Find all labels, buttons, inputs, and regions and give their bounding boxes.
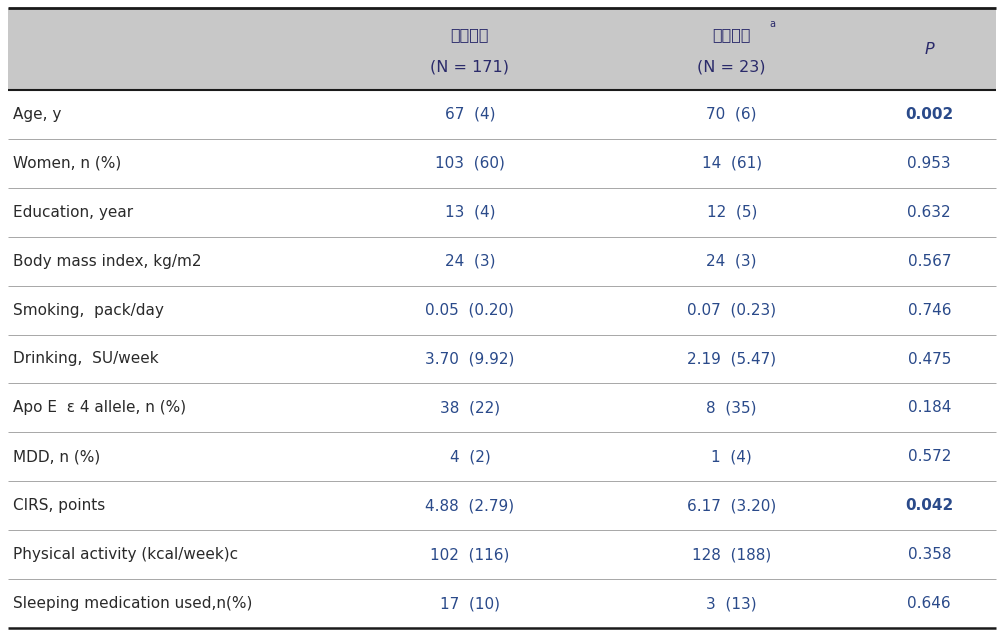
- Text: 24  (3): 24 (3): [706, 254, 756, 268]
- Text: Smoking,  pack/day: Smoking, pack/day: [13, 303, 163, 317]
- Text: 38  (22): 38 (22): [439, 401, 499, 415]
- Text: 4  (2): 4 (2): [449, 449, 489, 464]
- Text: 인지장애: 인지장애: [712, 27, 750, 42]
- Text: MDD, n (%): MDD, n (%): [13, 449, 100, 464]
- Bar: [8, 237, 995, 286]
- Text: 103  (60): 103 (60): [434, 156, 505, 171]
- Bar: [8, 90, 995, 139]
- Text: 17  (10): 17 (10): [439, 596, 499, 611]
- Text: a: a: [769, 19, 775, 29]
- Bar: [8, 335, 995, 384]
- Bar: [8, 8, 995, 90]
- Text: 12  (5): 12 (5): [706, 205, 756, 220]
- Text: 102  (116): 102 (116): [429, 547, 510, 562]
- Text: 인지정상: 인지정상: [450, 27, 488, 42]
- Text: (N = 23): (N = 23): [697, 60, 765, 74]
- Text: 0.572: 0.572: [907, 449, 950, 464]
- Text: 3  (13): 3 (13): [706, 596, 756, 611]
- Text: Body mass index, kg/m2: Body mass index, kg/m2: [13, 254, 202, 268]
- Text: 6.17  (3.20): 6.17 (3.20): [686, 498, 775, 513]
- Text: Education, year: Education, year: [13, 205, 133, 220]
- Text: 8  (35): 8 (35): [706, 401, 756, 415]
- Bar: [8, 139, 995, 188]
- Bar: [8, 530, 995, 579]
- Text: 2.19  (5.47): 2.19 (5.47): [686, 352, 775, 366]
- Bar: [8, 286, 995, 335]
- Text: 0.184: 0.184: [907, 401, 950, 415]
- Text: 14  (61): 14 (61): [701, 156, 761, 171]
- Text: 0.002: 0.002: [905, 107, 953, 122]
- Bar: [8, 579, 995, 628]
- Text: 0.567: 0.567: [907, 254, 950, 268]
- Text: 3.70  (9.92): 3.70 (9.92): [425, 352, 515, 366]
- Text: CIRS, points: CIRS, points: [13, 498, 105, 513]
- Text: 0.358: 0.358: [907, 547, 950, 562]
- Text: 0.07  (0.23): 0.07 (0.23): [686, 303, 775, 317]
- Text: Sleeping medication used,n(%): Sleeping medication used,n(%): [13, 596, 252, 611]
- Text: 4.88  (2.79): 4.88 (2.79): [425, 498, 514, 513]
- Text: Women, n (%): Women, n (%): [13, 156, 121, 171]
- Text: 70  (6): 70 (6): [706, 107, 756, 122]
- Text: Age, y: Age, y: [13, 107, 61, 122]
- Bar: [8, 384, 995, 432]
- Text: Physical activity (kcal/week)c: Physical activity (kcal/week)c: [13, 547, 238, 562]
- Text: 67  (4): 67 (4): [444, 107, 494, 122]
- Text: 0.05  (0.20): 0.05 (0.20): [425, 303, 514, 317]
- Text: 0.042: 0.042: [905, 498, 953, 513]
- Text: 24  (3): 24 (3): [444, 254, 494, 268]
- Text: (N = 171): (N = 171): [430, 60, 509, 74]
- Text: 0.632: 0.632: [907, 205, 950, 220]
- Text: 1  (4): 1 (4): [711, 449, 751, 464]
- Bar: [8, 432, 995, 481]
- Text: P: P: [924, 41, 933, 57]
- Text: 13  (4): 13 (4): [444, 205, 494, 220]
- Text: 0.475: 0.475: [907, 352, 950, 366]
- Bar: [8, 188, 995, 237]
- Text: 0.646: 0.646: [907, 596, 950, 611]
- Bar: [8, 481, 995, 530]
- Text: 0.746: 0.746: [907, 303, 950, 317]
- Text: 128  (188): 128 (188): [691, 547, 770, 562]
- Text: Apo E  ε 4 allele, n (%): Apo E ε 4 allele, n (%): [13, 401, 186, 415]
- Text: 0.953: 0.953: [907, 156, 950, 171]
- Text: Drinking,  SU/week: Drinking, SU/week: [13, 352, 158, 366]
